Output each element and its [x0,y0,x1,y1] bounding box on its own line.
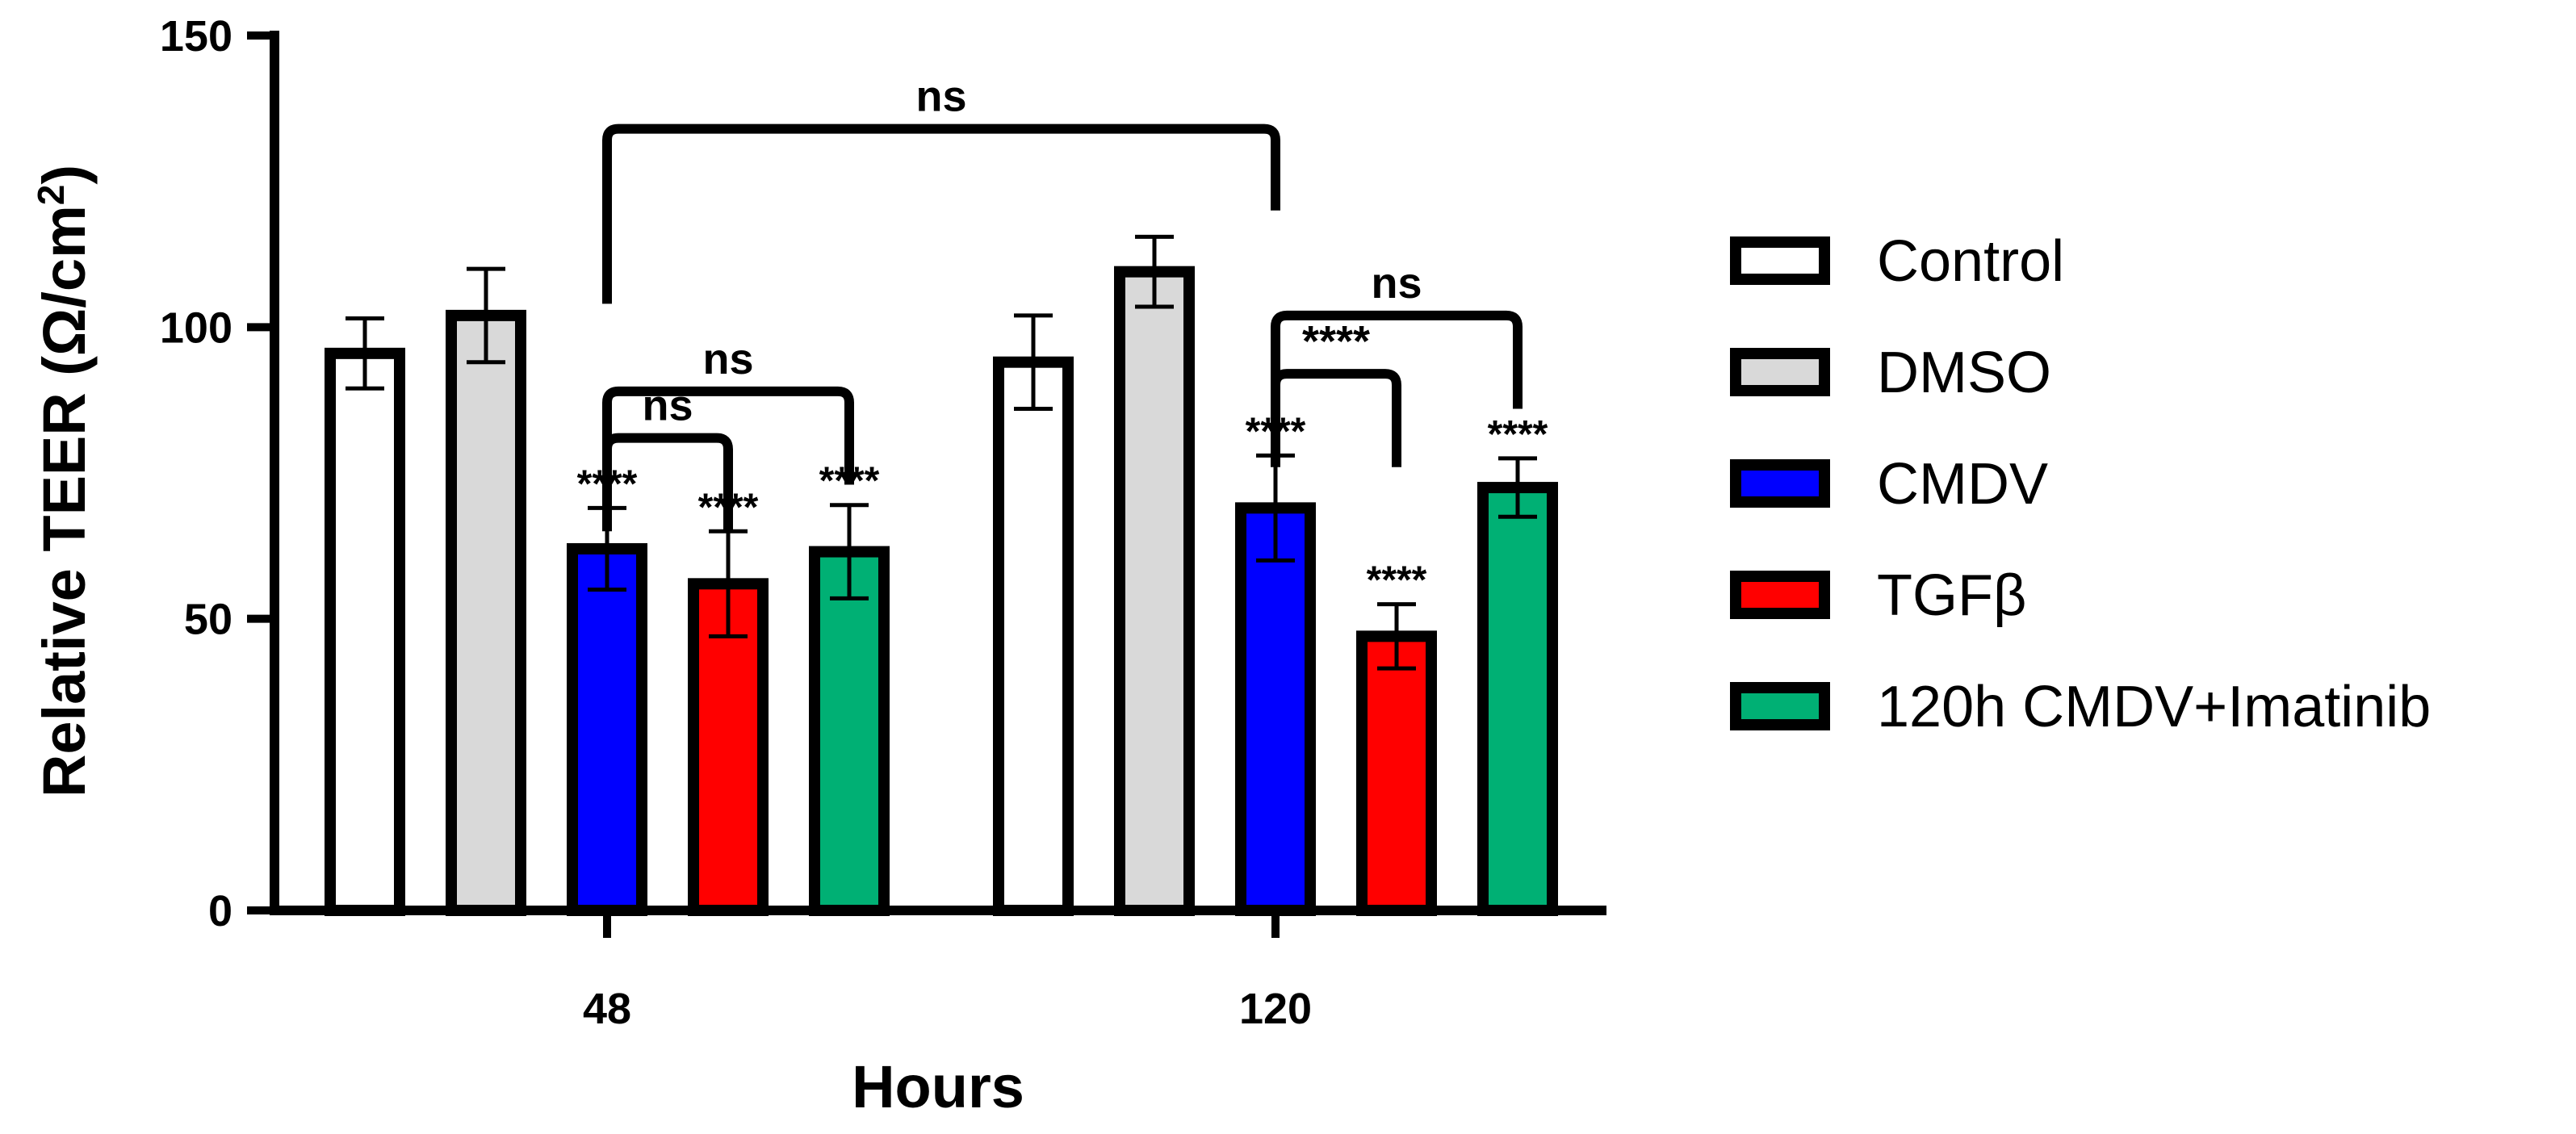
y-tick-label: 150 [160,12,232,61]
bar-control-120 [993,356,1074,916]
y-axis-title-close: ) [31,165,98,185]
legend-label: Control [1877,229,2064,294]
y-axis-title: Relative TEER (Ω/cm2) [30,165,98,797]
legend-swatch-cmdv [1730,459,1830,508]
x-tick-label: 48 [583,985,631,1033]
x-axis-title: Hours [852,1053,1024,1120]
y-tick-label: 100 [160,303,232,352]
bar-dmso-48 [446,309,526,916]
significance-stars-label: **** [1488,413,1548,456]
significance-stars-label: **** [1367,559,1427,602]
y-axis-title-superscript: 2 [30,185,72,206]
bar-cmdv-48 [567,542,647,916]
x-tick-label: 120 [1239,985,1312,1033]
bar-120h-cmdv-imatinib-120 [1477,482,1558,916]
legend-label: CMDV [1877,452,2048,517]
error-bars [346,234,1537,671]
legend-swatch-control [1730,236,1830,285]
comparison-label: ns [702,335,753,383]
comparison-label: **** [1302,317,1370,366]
comparison-label: ns [1371,259,1422,308]
legend-swatch-tgf- [1730,571,1830,619]
bar-120h-cmdv-imatinib-48 [809,546,890,916]
legend-swatch-dmso [1730,348,1830,396]
legend-label: TGFβ [1877,563,2026,628]
y-tick-label: 0 [208,887,232,935]
bar-control-48 [325,347,405,916]
legend-label: 120h CMDV+Imatinib [1877,675,2431,739]
y-tick-label: 50 [184,596,232,644]
comparison-bracket [602,386,854,485]
y-ticks: 0 50 100 150 [160,12,274,935]
bar-cmdv-120 [1235,502,1316,916]
x-ticks: 48 120 [583,910,1312,1033]
y-axis-title-text: Relative TEER (Ω/cm [31,205,98,797]
bar-dmso-120 [1114,266,1195,916]
comparison-bracket [1271,310,1523,409]
legend-label: DMSO [1877,341,2051,405]
legend: Control DMSO CMDV TGFβ 120h CMDV+Imatinib [1730,229,2431,739]
comparison-bracket [602,123,1280,304]
comparison-label: ns [915,73,966,121]
legend-swatch-120h-cmdv-imatinib [1730,682,1830,730]
bar-tgf--120 [1356,630,1437,916]
